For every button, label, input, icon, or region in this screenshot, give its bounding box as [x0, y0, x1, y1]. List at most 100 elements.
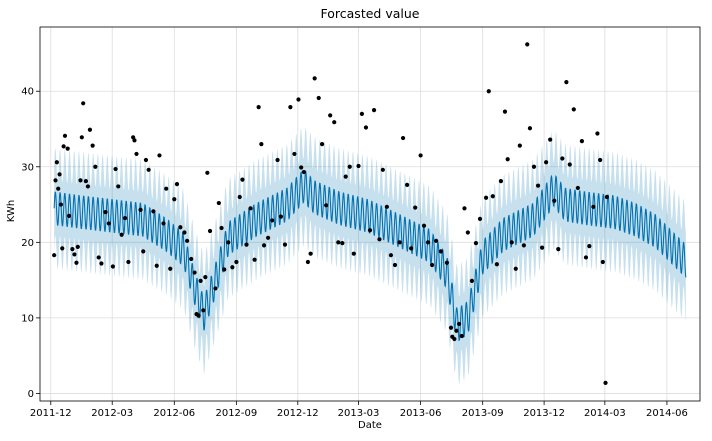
- observed-point: [213, 286, 218, 291]
- observed-point: [198, 278, 203, 283]
- observed-point: [85, 184, 91, 189]
- observed-point: [517, 143, 522, 148]
- observed-point: [340, 240, 345, 246]
- observed-point: [266, 235, 271, 240]
- observed-point: [65, 146, 70, 151]
- observed-point: [560, 156, 565, 161]
- observed-point: [154, 263, 159, 268]
- observed-point: [363, 125, 369, 130]
- x-tick-label: 2013-12: [523, 408, 565, 419]
- y-axis-label: KWh: [6, 200, 17, 222]
- observed-point: [591, 204, 596, 209]
- observed-point: [252, 257, 257, 262]
- observed-point: [134, 151, 139, 157]
- observed-point: [316, 95, 321, 101]
- observed-point: [78, 178, 83, 183]
- observed-point: [79, 135, 84, 140]
- x-tick-label: 2012-06: [153, 408, 195, 419]
- observed-point: [336, 240, 341, 245]
- observed-point: [113, 166, 118, 172]
- observed-point: [60, 246, 65, 251]
- observed-point: [216, 200, 221, 206]
- observed-point: [425, 240, 431, 245]
- x-tick-label: 2014-03: [584, 408, 626, 419]
- observed-point: [299, 165, 304, 170]
- observed-point: [465, 230, 470, 235]
- observed-point: [305, 259, 311, 265]
- observed-point: [462, 206, 467, 211]
- observed-point: [174, 182, 180, 187]
- observed-point: [544, 160, 549, 165]
- observed-point: [535, 183, 541, 188]
- observed-point: [58, 202, 64, 207]
- observed-point: [151, 209, 156, 214]
- tick-layer: 0 10 20 30 40 2011-12 2012-03 2012-06 2012-09 201…: [21, 87, 688, 419]
- observed-point: [75, 244, 80, 249]
- observed-point: [201, 308, 206, 313]
- observed-point: [459, 333, 464, 339]
- observed-point: [52, 253, 57, 258]
- observed-point: [278, 214, 284, 219]
- observed-point: [384, 204, 389, 209]
- observed-point: [413, 205, 418, 210]
- y-tick-label: 10: [21, 313, 34, 324]
- observed-point: [164, 186, 169, 191]
- observed-point: [99, 261, 104, 266]
- observed-point: [157, 153, 162, 158]
- observed-point: [275, 157, 280, 163]
- observed-point: [525, 42, 530, 47]
- observed-point: [409, 246, 414, 251]
- observed-point: [248, 206, 253, 211]
- observed-point: [119, 232, 124, 237]
- observed-point: [292, 151, 297, 157]
- observed-point: [444, 260, 450, 265]
- x-tick-label: 2012-12: [277, 408, 319, 419]
- observed-point: [110, 264, 115, 269]
- observed-point: [132, 138, 137, 143]
- y-tick-label: 40: [21, 87, 34, 98]
- observed-point: [57, 172, 62, 177]
- observed-point: [74, 260, 79, 265]
- observed-point: [454, 328, 459, 333]
- observed-point: [192, 270, 197, 275]
- observed-point: [521, 243, 526, 248]
- observed-point: [509, 240, 514, 245]
- observed-point: [62, 133, 68, 138]
- observed-point: [230, 265, 235, 270]
- observed-point: [87, 127, 93, 132]
- observed-point: [106, 221, 111, 226]
- observed-point: [207, 228, 213, 234]
- observed-point: [556, 247, 561, 252]
- observed-point: [571, 107, 576, 112]
- y-tick-label: 0: [28, 389, 34, 400]
- observed-point: [400, 135, 406, 141]
- observed-point: [138, 207, 143, 212]
- observed-point: [587, 244, 592, 249]
- observed-point: [421, 223, 427, 228]
- x-tick-label: 2013-09: [462, 408, 504, 419]
- observed-point: [61, 144, 66, 149]
- x-tick-label: 2014-06: [646, 408, 688, 419]
- observed-point: [259, 142, 264, 147]
- observed-point: [122, 216, 128, 221]
- observed-point: [603, 380, 608, 385]
- observed-point: [377, 237, 382, 242]
- observed-point: [182, 230, 187, 235]
- observed-point: [371, 108, 377, 113]
- observed-point: [282, 242, 288, 247]
- observed-point: [429, 262, 435, 268]
- observed-point: [513, 266, 518, 271]
- x-tick-label: 2011-12: [30, 408, 72, 419]
- x-axis-label: Date: [358, 420, 382, 431]
- plot-frame: [39, 26, 701, 402]
- observed-point: [434, 238, 439, 243]
- y-tick-label: 30: [21, 162, 34, 173]
- observed-point: [234, 259, 239, 265]
- observed-point: [256, 104, 261, 110]
- observed-point: [575, 185, 580, 191]
- uncertainty-band: [54, 127, 686, 385]
- observed-point: [448, 325, 454, 330]
- observed-point: [168, 266, 173, 271]
- observed-point: [564, 80, 569, 85]
- x-tick-label: 2013-03: [338, 408, 380, 419]
